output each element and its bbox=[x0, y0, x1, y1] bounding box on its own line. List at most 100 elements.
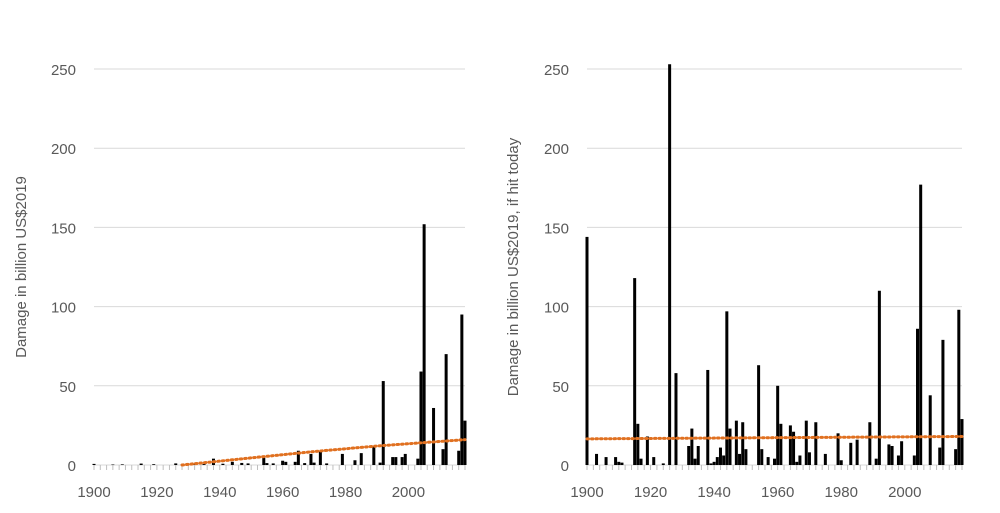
right-bar-1965 bbox=[792, 431, 796, 465]
right-bar-1991 bbox=[874, 458, 878, 465]
right-bar-1933 bbox=[690, 428, 694, 465]
left-bar-1970 bbox=[312, 462, 316, 465]
right-bar-1939 bbox=[709, 463, 713, 465]
right-bar-1919 bbox=[645, 436, 649, 465]
right-bar-1972 bbox=[814, 422, 818, 465]
left-bar-1995 bbox=[391, 457, 395, 465]
right-bar-2016 bbox=[954, 449, 958, 465]
left-bar-1915 bbox=[139, 463, 143, 465]
right-bar-1980 bbox=[839, 460, 843, 465]
right-bar-1916 bbox=[636, 423, 640, 465]
right-bar-1943 bbox=[722, 455, 726, 465]
left-bar-1998 bbox=[400, 457, 404, 465]
right-x-tick-label: 1920 bbox=[634, 484, 667, 501]
right-bar-1961 bbox=[779, 423, 783, 465]
right-bar-1979 bbox=[836, 433, 840, 465]
left-y-axis-label: Damage in billion US$2019 bbox=[13, 176, 30, 358]
left-bar-1944 bbox=[230, 461, 234, 465]
left-y-tick-label: 100 bbox=[51, 300, 76, 317]
left-y-tick-label: 50 bbox=[59, 379, 76, 396]
right-y-tick-label: 200 bbox=[544, 141, 569, 158]
right-bar-1938 bbox=[706, 369, 710, 465]
right-bar-1910 bbox=[617, 461, 621, 465]
right-bar-2012 bbox=[941, 339, 945, 465]
left-bar-1991 bbox=[378, 462, 382, 465]
right-bar-2011 bbox=[938, 447, 942, 465]
left-bar-2008 bbox=[432, 407, 436, 465]
right-bar-2004 bbox=[916, 328, 920, 465]
left-trendline bbox=[180, 438, 467, 467]
right-bar-1975 bbox=[823, 453, 827, 465]
left-x-tick-label: 2000 bbox=[392, 484, 425, 501]
right-trendline bbox=[585, 434, 964, 441]
left-y-tick-label: 250 bbox=[51, 62, 76, 79]
right-bar-1989 bbox=[868, 422, 872, 465]
right-x-tick-label: 1960 bbox=[761, 484, 794, 501]
left-x-tick-label: 1920 bbox=[140, 484, 173, 501]
right-bar-1964 bbox=[788, 425, 792, 465]
left-bar-2004 bbox=[419, 371, 423, 465]
left-bar-1926 bbox=[174, 463, 178, 465]
right-x-tick-label: 2000 bbox=[888, 484, 921, 501]
right-bar-2018 bbox=[960, 419, 964, 465]
right-bar-1940 bbox=[712, 461, 716, 465]
right-bar-1945 bbox=[728, 428, 732, 465]
left-bar-1947 bbox=[240, 462, 244, 465]
left-bar-1979 bbox=[340, 453, 344, 465]
left-x-tick-label: 1940 bbox=[203, 484, 236, 501]
right-bar-2003 bbox=[912, 455, 916, 465]
left-bar-1983 bbox=[353, 460, 357, 465]
left-x-tick-label: 1980 bbox=[329, 484, 362, 501]
left-bar-1967 bbox=[303, 463, 307, 465]
right-x-tick-label: 1980 bbox=[825, 484, 858, 501]
left-bar-2016 bbox=[457, 450, 461, 465]
left-y-tick-label: 200 bbox=[51, 141, 76, 158]
right-y-tick-label: 250 bbox=[544, 62, 569, 79]
right-bar-1955 bbox=[760, 449, 764, 465]
right-x-tick-label: 1900 bbox=[570, 484, 603, 501]
left-bar-1992 bbox=[381, 381, 385, 465]
left-bar-1949 bbox=[246, 463, 250, 465]
right-bar-1903 bbox=[595, 453, 599, 465]
right-bar-1967 bbox=[798, 455, 802, 465]
right-bar-1934 bbox=[693, 458, 697, 465]
left-bar-1961 bbox=[284, 461, 288, 465]
left-chart: 0 50 100 150 200 250 1900 1920 1940 1960 1980 2000 D… bbox=[13, 62, 467, 501]
left-bar-1985 bbox=[359, 453, 363, 465]
right-bar-1944 bbox=[725, 311, 729, 465]
left-bar-2011 bbox=[441, 449, 445, 465]
left-bar-1955 bbox=[265, 463, 269, 465]
right-y-tick-label: 100 bbox=[544, 300, 569, 317]
right-y-tick-label: 50 bbox=[552, 379, 569, 396]
left-bar-1957 bbox=[271, 463, 275, 465]
right-bar-1924 bbox=[661, 463, 665, 465]
right-bar-2008 bbox=[928, 395, 932, 465]
right-bar-1900 bbox=[585, 236, 589, 465]
left-bar-1974 bbox=[325, 463, 329, 465]
left-bar-1960 bbox=[281, 460, 285, 465]
left-bar-1900 bbox=[92, 463, 96, 465]
right-bar-1995 bbox=[887, 444, 891, 465]
right-bar-1917 bbox=[639, 458, 643, 465]
right-bar-1950 bbox=[744, 449, 748, 465]
left-bar-1969 bbox=[309, 453, 313, 465]
right-chart: 0 50 100 150 200 250 1900 1920 1940 1960 1980 2000 D… bbox=[505, 62, 964, 501]
left-bar-1965 bbox=[296, 450, 300, 465]
right-bar-1959 bbox=[773, 458, 776, 465]
right-bar-1942 bbox=[718, 447, 722, 465]
right-bar-1999 bbox=[900, 441, 904, 465]
left-bar-2012 bbox=[444, 354, 448, 465]
left-bar-1996 bbox=[394, 457, 398, 465]
left-x-tick-label: 1960 bbox=[266, 484, 299, 501]
right-bar-1992 bbox=[877, 290, 881, 465]
right-y-tick-label: 150 bbox=[544, 220, 569, 237]
left-y-tick-label: 0 bbox=[68, 458, 76, 475]
left-bar-2017 bbox=[460, 314, 464, 465]
left-bar-1919 bbox=[152, 464, 156, 465]
right-bar-1985 bbox=[855, 439, 859, 465]
right-bar-1915 bbox=[633, 278, 637, 465]
left-bar-1954 bbox=[262, 456, 266, 465]
left-bar-1989 bbox=[372, 445, 376, 465]
right-bar-1911 bbox=[620, 462, 624, 465]
left-bar-1906 bbox=[111, 464, 115, 466]
